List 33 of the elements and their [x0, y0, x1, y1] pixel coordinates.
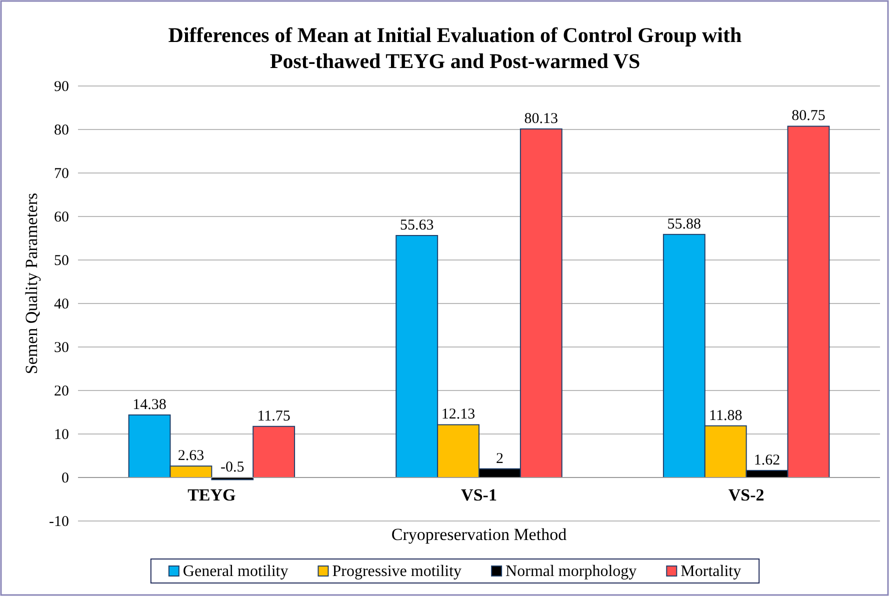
legend-label: General motility: [182, 563, 288, 580]
y-tick-label: 90: [54, 78, 69, 95]
data-label: 2.63: [178, 448, 204, 464]
legend-label: Normal morphology: [506, 563, 637, 580]
data-label: 80.75: [792, 108, 826, 124]
x-axis-title: Cryopreservation Method: [391, 525, 568, 544]
y-tick-label: 70: [54, 166, 69, 182]
y-tick-label: 40: [54, 296, 69, 312]
y-tick-label: 20: [54, 383, 69, 400]
y-tick-label: 10: [54, 426, 69, 443]
y-tick-label: 60: [54, 209, 69, 226]
data-label: 80.13: [524, 110, 558, 127]
legend-label: Mortality: [680, 563, 742, 580]
x-tick-label: VS-2: [728, 486, 764, 504]
data-label: 55.63: [400, 218, 434, 234]
data-label: 2: [496, 450, 504, 467]
data-label: 14.38: [132, 396, 166, 413]
chart-title: Differences of Mean at Initial Evaluation of Control Group with Post-thawed TEYG and Post-warmed VS: [168, 23, 742, 73]
y-tick-label: 30: [54, 340, 69, 356]
y-tick-label: 50: [54, 252, 69, 269]
data-label: -0.5: [220, 460, 244, 476]
x-tick-label: TEYG: [188, 486, 236, 504]
data-label: 55.88: [667, 216, 702, 232]
legend-label: Progressive motility: [332, 563, 462, 580]
data-label: 12.13: [441, 406, 476, 423]
y-axis-title: Semen Quality Parameters: [22, 192, 41, 374]
data-label: 1.62: [754, 452, 780, 468]
y-tick-label: 80: [54, 122, 69, 138]
x-tick-label: VS-1: [461, 486, 497, 504]
data-label: 11.88: [709, 408, 742, 424]
y-tick-label: -10: [49, 514, 69, 530]
data-label: 11.75: [257, 408, 290, 424]
y-tick-label: 0: [62, 470, 69, 486]
